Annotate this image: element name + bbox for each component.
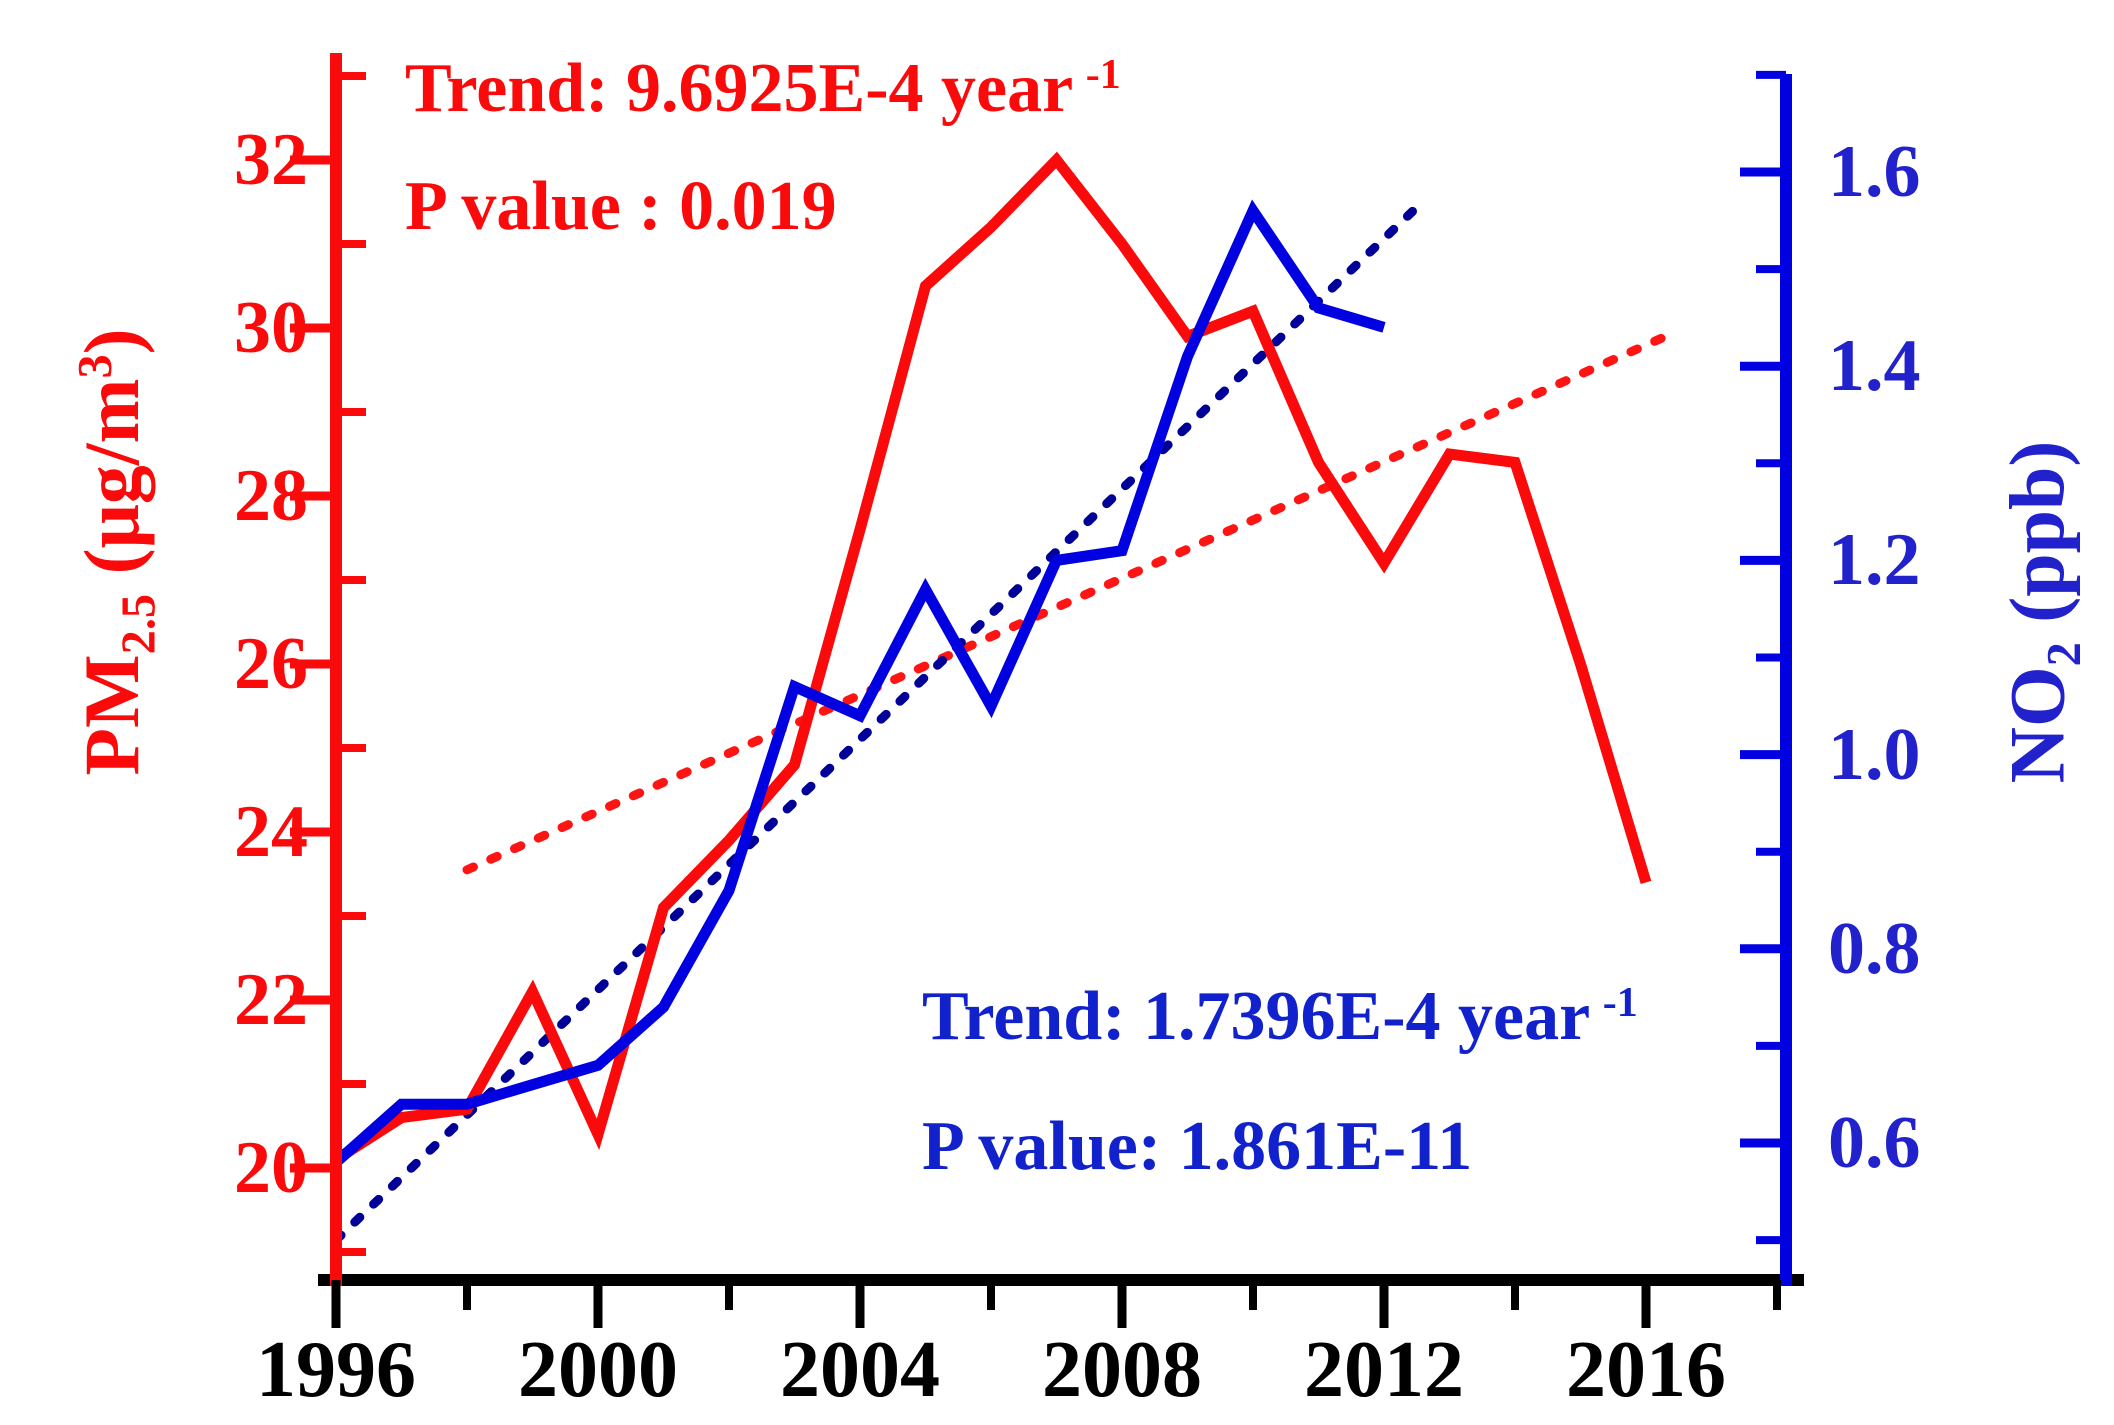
red-trend-line: Trend: 9.6925E-4 year -1: [405, 50, 1121, 127]
x-tick-label: 2008: [1042, 1326, 1202, 1414]
x-tick-label: 2000: [518, 1326, 678, 1414]
left-tick-label: 30: [234, 287, 308, 369]
blue-trend-line: Trend: 1.7396E-4 year -1: [922, 978, 1638, 1055]
right-tick-label: 1.4: [1828, 325, 1921, 407]
annotation-blue-trend: Trend: 1.7396E-4 year -1 P value: 1.861E-…: [922, 952, 1638, 1212]
right-tick-label: 1.2: [1828, 519, 1921, 601]
left-tick-label: 26: [234, 623, 308, 705]
left-tick-label: 22: [234, 959, 308, 1041]
x-tick-label: 2004: [780, 1326, 940, 1414]
right-axis-title: NO2 (ppb): [1993, 440, 2092, 784]
series-PM2.5: [333, 151, 1652, 1165]
left-tick-label: 32: [234, 119, 308, 201]
left-tick-label: 28: [234, 455, 308, 537]
series-NO2-trend: [331, 196, 1428, 1245]
left-tick-label: 24: [234, 791, 308, 873]
annotation-red-trend: Trend: 9.6925E-4 year -1 P value : 0.019: [405, 30, 1121, 265]
left-tick-label: 20: [234, 1127, 308, 1209]
series-NO2: [332, 199, 1386, 1167]
right-tick-label: 0.8: [1828, 908, 1921, 990]
right-tick-label: 0.6: [1828, 1102, 1921, 1184]
x-tick-label: 1996: [256, 1326, 416, 1414]
blue-pvalue-line: P value: 1.861E-11: [922, 1108, 1473, 1186]
right-tick-label: 1.6: [1828, 131, 1921, 213]
series-PM2.5-trend: [462, 331, 1671, 875]
right-tick-label: 1.0: [1828, 714, 1921, 796]
x-tick-label: 2012: [1304, 1326, 1464, 1414]
red-pvalue-line: P value : 0.019: [405, 167, 837, 245]
left-axis-title: PM2.5 (μg/m3): [68, 328, 166, 776]
x-tick-label: 2016: [1566, 1326, 1726, 1414]
